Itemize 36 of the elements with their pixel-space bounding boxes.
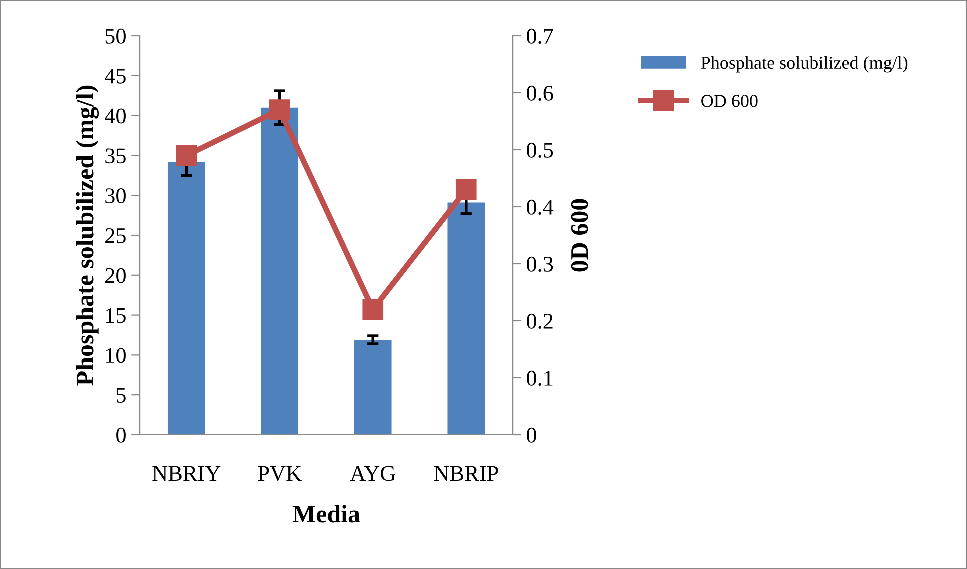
point (362, 299, 384, 320)
y-tick-label: 25 (106, 228, 126, 244)
y2-tick-label: 0.6 (527, 86, 554, 102)
y2-axis-title: 0D 600 (571, 199, 588, 272)
y-tick-label: 5 (116, 388, 126, 404)
y-tick-label: 20 (106, 268, 126, 284)
y-axis-title: Phosphate solubilized (mg/l) (76, 86, 100, 386)
point (176, 145, 198, 166)
point (456, 179, 477, 200)
y-tick-label: 30 (106, 188, 126, 204)
y2-tick-label: 0.5 (527, 142, 554, 158)
bar (261, 108, 299, 435)
bar (354, 340, 392, 435)
y-tick-label: 10 (106, 348, 126, 364)
y2-tick-label: 0.2 (527, 314, 553, 330)
x-tick-label: NBRIP (434, 466, 498, 482)
point (269, 100, 290, 121)
y-tick-label: 15 (106, 308, 126, 324)
y-tick-label: 50 (106, 28, 126, 44)
y-tick-label: 40 (105, 108, 126, 124)
y2-tick-label: 0.7 (527, 28, 554, 44)
y2-tick-label: 0.1 (527, 370, 553, 386)
legend-label: Phosphate solubilized (mg/l) (701, 56, 908, 73)
y2-tick-label: 0.4 (527, 200, 554, 216)
legend-label: OD 600 (702, 95, 758, 108)
x-tick-label: PVK (258, 466, 302, 482)
y-tick-label: 0 (116, 428, 126, 443)
y-tick-label: 45 (105, 68, 126, 84)
bar (168, 162, 206, 435)
x-tick-label: AYG (350, 466, 396, 482)
y-tick-label: 35 (106, 148, 126, 164)
y2-tick-label: 0 (527, 428, 536, 443)
bar (448, 202, 486, 435)
y2-tick-label: 0.3 (527, 256, 554, 272)
x-tick-label: NBRIY (152, 466, 221, 482)
x-axis-title: Media (292, 505, 360, 523)
